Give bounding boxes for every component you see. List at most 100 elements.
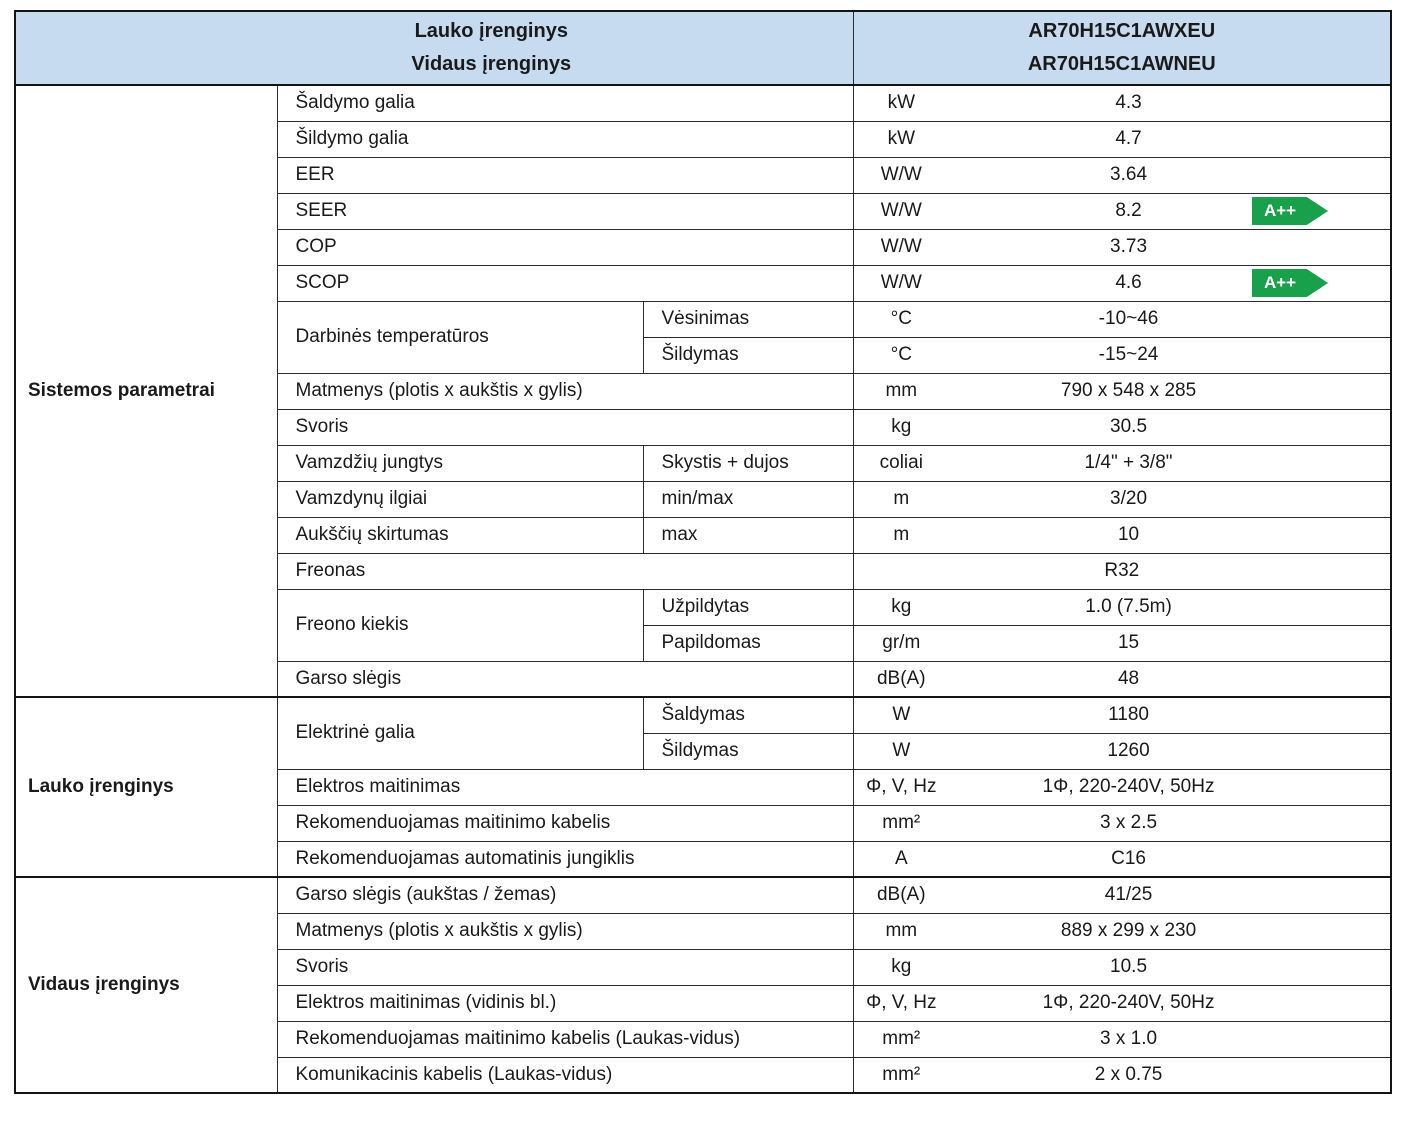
param-cell: Rekomenduojamas automatinis jungiklis xyxy=(276,840,854,878)
param-cell: Svoris xyxy=(276,948,854,986)
unit-cell: gr/m xyxy=(852,624,950,662)
table-row: SEER W/W 8.2 A++ xyxy=(15,192,1392,230)
table-row: Matmenys (plotis x aukštis x gylis) mm 8… xyxy=(15,912,1392,950)
unit-cell: Φ, V, Hz xyxy=(852,984,950,1022)
value-cell: 30.5 xyxy=(949,408,1392,446)
param-cell: Svoris xyxy=(276,408,854,446)
table-row: Elektros maitinimas (vidinis bl.) Φ, V, … xyxy=(15,984,1392,1022)
unit-cell: mm xyxy=(852,912,950,950)
value-cell: 1Φ, 220-240V, 50Hz xyxy=(949,768,1392,806)
param-cell: Freono kiekis xyxy=(276,588,644,662)
value-cell: 1/4" + 3/8" xyxy=(949,444,1392,482)
table-row: Rekomenduojamas automatinis jungiklis A … xyxy=(15,840,1392,878)
table-row: Vidaus įrenginys Garso slėgis (aukštas /… xyxy=(14,876,1392,1094)
value-cell: 1.0 (7.5m) xyxy=(949,588,1392,626)
table-row: Vamzdžių jungtys Skystis + dujos coliai … xyxy=(15,444,1392,482)
unit-cell: kW xyxy=(852,120,950,158)
value-text: 8.2 xyxy=(1115,200,1142,222)
table-row: Freono kiekis Užpildytas kg 1.0 (7.5m) xyxy=(15,588,1392,662)
value-cell: -15~24 xyxy=(949,336,1392,374)
table-row: Elektros maitinimas Φ, V, Hz 1Φ, 220-240… xyxy=(15,768,1392,806)
header-model-cell: AR70H15C1AWXEU AR70H15C1AWNEU xyxy=(852,10,1392,86)
value-cell: -10~46 xyxy=(949,300,1392,338)
value-cell: 41/25 xyxy=(949,876,1392,914)
value-cell: 15 xyxy=(949,624,1392,662)
value-cell: 3/20 xyxy=(949,480,1392,518)
unit-cell: kg xyxy=(852,408,950,446)
unit-cell: W/W xyxy=(852,228,950,266)
table-row: COP W/W 3.73 xyxy=(15,228,1392,266)
param-cell: Rekomenduojamas maitinimo kabelis xyxy=(276,804,854,842)
table-row: Matmenys (plotis x aukštis x gylis) mm 7… xyxy=(15,372,1392,410)
header-row: Lauko įrenginys Vidaus įrenginys AR70H15… xyxy=(14,10,1392,86)
unit-cell: °C xyxy=(852,336,950,374)
value-cell: 10 xyxy=(949,516,1392,554)
param-cell: Garso slėgis xyxy=(276,660,854,698)
param-cell: Vamzdynų ilgiai xyxy=(276,480,644,518)
param-cell: Elektrinė galia xyxy=(276,696,644,770)
table-row: SCOP W/W 4.6 A++ xyxy=(15,264,1392,302)
sub-param-cell: Šaldymas xyxy=(642,696,854,734)
param-cell: Vamzdžių jungtys xyxy=(276,444,644,482)
param-cell: Elektros maitinimas xyxy=(276,768,854,806)
value-cell: 2 x 0.75 xyxy=(949,1056,1392,1094)
unit-cell: kg xyxy=(852,588,950,626)
param-cell: COP xyxy=(276,228,854,266)
value-cell: 3 x 1.0 xyxy=(949,1020,1392,1058)
unit-cell: W xyxy=(852,696,950,734)
value-cell: 48 xyxy=(949,660,1392,698)
unit-cell: m xyxy=(852,480,950,518)
ac-specification-table: Lauko įrenginys Vidaus įrenginys AR70H15… xyxy=(14,10,1393,1094)
energy-class-badge: A++ xyxy=(1252,197,1329,225)
header-outdoor-unit-label: Lauko įrenginys xyxy=(414,20,568,42)
unit-cell: coliai xyxy=(852,444,950,482)
table-row: Papildomas gr/m 15 xyxy=(15,624,1392,662)
section-label-vidaus-irenginys: Vidaus įrenginys xyxy=(14,876,278,1094)
sub-param-cell: Šildymas xyxy=(642,732,854,770)
value-cell: 4.3 xyxy=(949,84,1392,122)
param-cell: Matmenys (plotis x aukštis x gylis) xyxy=(276,912,854,950)
param-cell: Darbinės temperatūros xyxy=(276,300,644,374)
sub-param-cell: Šildymas xyxy=(642,336,854,374)
unit-cell: kg xyxy=(852,948,950,986)
param-cell: Šildymo galia xyxy=(276,120,854,158)
section-label-sistemos-parametrai: Sistemos parametrai xyxy=(14,84,278,698)
unit-cell: W/W xyxy=(852,192,950,230)
header-indoor-unit-label: Vidaus įrenginys xyxy=(411,53,572,75)
value-cell: 4.6 A++ xyxy=(949,264,1392,302)
value-cell: 10.5 xyxy=(949,948,1392,986)
param-cell: Elektros maitinimas (vidinis bl.) xyxy=(276,984,854,1022)
value-cell: 1Φ, 220-240V, 50Hz xyxy=(949,984,1392,1022)
unit-cell: W xyxy=(852,732,950,770)
value-cell: 1260 xyxy=(949,732,1392,770)
value-cell: 1180 xyxy=(949,696,1392,734)
unit-cell: mm xyxy=(852,372,950,410)
unit-cell: A xyxy=(852,840,950,878)
table-row: Lauko įrenginys Elektrinė galia Šaldymas… xyxy=(14,696,1392,878)
value-cell: 790 x 548 x 285 xyxy=(949,372,1392,410)
sub-param-cell: Skystis + dujos xyxy=(642,444,854,482)
sub-param-cell: Vėsinimas xyxy=(642,300,854,338)
outdoor-model-code: AR70H15C1AWXEU xyxy=(1028,20,1216,42)
param-cell: SCOP xyxy=(276,264,854,302)
value-cell: C16 xyxy=(949,840,1392,878)
param-cell: SEER xyxy=(276,192,854,230)
table-row: Komunikacinis kabelis (Laukas-vidus) mm²… xyxy=(15,1056,1392,1094)
param-cell: Šaldymo galia xyxy=(276,84,854,122)
table-row: Aukščių skirtumas max m 10 xyxy=(15,516,1392,554)
value-cell: 8.2 A++ xyxy=(949,192,1392,230)
table-row: Garso slėgis dB(A) 48 xyxy=(15,660,1392,698)
sub-param-cell: max xyxy=(642,516,854,554)
unit-cell: mm² xyxy=(852,1056,950,1094)
param-cell: Aukščių skirtumas xyxy=(276,516,644,554)
unit-cell: W/W xyxy=(852,156,950,194)
sub-param-cell: Užpildytas xyxy=(642,588,854,626)
value-text: 4.6 xyxy=(1115,272,1142,294)
param-cell: Garso slėgis (aukštas / žemas) xyxy=(276,876,854,914)
unit-cell: °C xyxy=(852,300,950,338)
unit-cell: kW xyxy=(852,84,950,122)
param-cell: Matmenys (plotis x aukštis x gylis) xyxy=(276,372,854,410)
sub-param-cell: min/max xyxy=(642,480,854,518)
energy-class-badge: A++ xyxy=(1252,269,1329,297)
